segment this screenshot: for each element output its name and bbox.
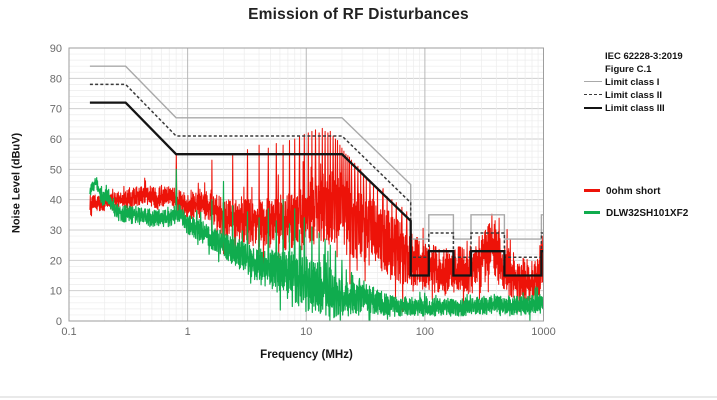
red-trace-color-sample-icon	[584, 189, 600, 192]
page-divider	[0, 396, 717, 398]
x-axis-title: Frequency (MHz)	[260, 349, 353, 361]
standard-legend: IEC 62228-3:2019 Figure C.1 Limit class …	[584, 50, 716, 115]
svg-text:80: 80	[50, 73, 62, 85]
limit-class-iii-line-sample-icon	[584, 107, 602, 109]
svg-text:10: 10	[50, 286, 62, 298]
limit-class-i-legend-item: Limit class I	[584, 76, 716, 89]
svg-text:50: 50	[50, 164, 62, 176]
limit-class-ii-legend-item: Limit class II	[584, 89, 716, 102]
trace-0ohm-short-label: 0ohm short	[606, 186, 661, 197]
standard-ref-line-1: IEC 62228-3:2019	[605, 51, 683, 62]
trace-legend-item-dlw32sh101xf2: DLW32SH101XF2	[584, 207, 716, 220]
limit-class-ii-line-sample-icon	[584, 94, 602, 95]
trace-legend-item-0ohm-short: 0ohm short	[584, 185, 716, 198]
svg-text:70: 70	[50, 104, 62, 116]
svg-text:60: 60	[50, 134, 62, 146]
svg-text:10: 10	[300, 326, 312, 338]
green-trace-color-sample-icon	[584, 211, 600, 214]
limit-class-iii-label: Limit class III	[605, 103, 665, 114]
svg-text:20: 20	[50, 255, 62, 267]
trace-legend: 0ohm short DLW32SH101XF2	[584, 185, 716, 229]
chart-title: Emission of RF Disturbances	[248, 6, 469, 23]
svg-text:0: 0	[56, 316, 62, 328]
limit-class-i-line-sample-icon	[584, 81, 602, 82]
svg-text:1000: 1000	[531, 326, 555, 338]
svg-text:100: 100	[416, 326, 434, 338]
limit-class-ii-label: Limit class II	[605, 90, 663, 101]
svg-text:40: 40	[50, 195, 62, 207]
svg-text:30: 30	[50, 225, 62, 237]
limit-class-i-label: Limit class I	[605, 77, 660, 88]
svg-text:90: 90	[50, 43, 62, 55]
trace-dlw32sh101xf2-label: DLW32SH101XF2	[606, 208, 689, 219]
y-axis-title: Noise Level (dBuV)	[10, 132, 23, 234]
svg-text:1: 1	[185, 326, 191, 338]
limit-class-iii-legend-item: Limit class III	[584, 102, 716, 115]
standard-ref-line-2: Figure C.1	[605, 64, 652, 75]
svg-text:0.1: 0.1	[61, 326, 76, 338]
